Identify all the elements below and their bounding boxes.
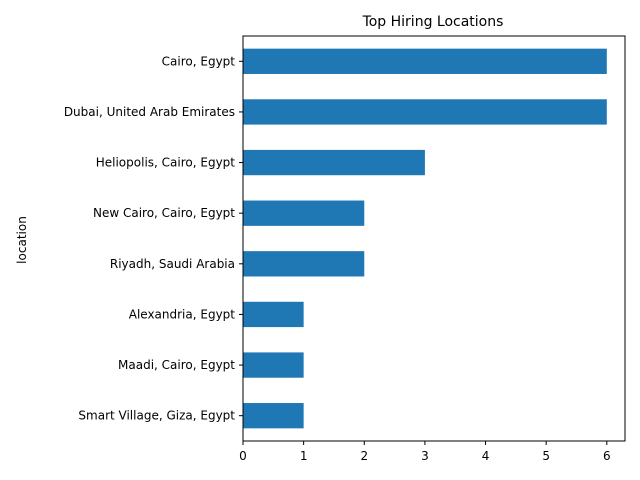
x-tick-label: 6	[603, 449, 611, 463]
x-ticks-group: 0 1 2 3 4 5 6	[239, 441, 611, 463]
x-tick-label: 4	[482, 449, 490, 463]
bar	[243, 200, 365, 226]
bars-group	[243, 48, 607, 429]
bar	[243, 48, 607, 74]
bar	[243, 149, 425, 176]
y-tick-label: Smart Village, Giza, Egypt	[78, 409, 235, 423]
x-tick-label: 5	[542, 449, 550, 463]
bar	[243, 251, 365, 277]
y-tick-label: Dubai, United Arab Emirates	[64, 105, 235, 119]
y-ticks-group: Cairo, Egypt Dubai, United Arab Emirates H…	[64, 54, 243, 423]
x-tick-label: 1	[300, 449, 308, 463]
y-tick-label: Riyadh, Saudi Arabia	[110, 257, 235, 271]
x-tick-label: 2	[360, 449, 368, 463]
x-tick-label: 3	[421, 449, 429, 463]
y-tick-label: Cairo, Egypt	[162, 54, 236, 68]
bar	[243, 403, 304, 429]
y-tick-label: Heliopolis, Cairo, Egypt	[96, 156, 236, 170]
y-axis-label: location	[15, 216, 29, 264]
y-tick-label: New Cairo, Cairo, Egypt	[93, 206, 235, 220]
bar	[243, 301, 304, 328]
plot-frame	[242, 35, 626, 442]
y-tick-label: Alexandria, Egypt	[129, 307, 236, 321]
y-tick-label: Maadi, Cairo, Egypt	[118, 358, 235, 372]
x-tick-label: 0	[239, 449, 247, 463]
bar	[243, 99, 607, 125]
bar	[243, 352, 304, 378]
chart-title: Top Hiring Locations	[362, 14, 504, 30]
